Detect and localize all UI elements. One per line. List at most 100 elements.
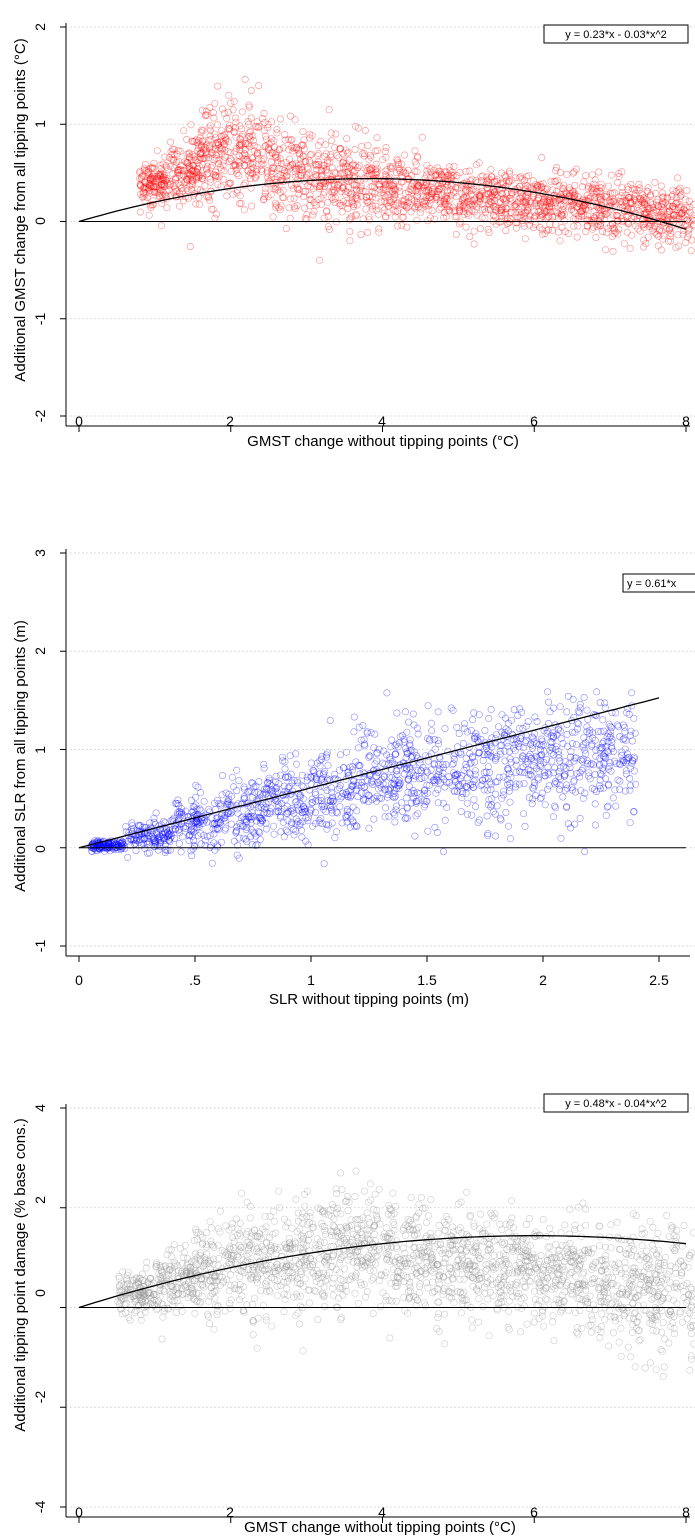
data-point [681, 211, 689, 219]
data-point [338, 793, 346, 801]
data-point [575, 212, 583, 220]
data-point [541, 198, 549, 206]
data-point [332, 130, 340, 138]
data-point [423, 161, 431, 169]
data-point [351, 822, 359, 830]
data-point [369, 1274, 377, 1282]
data-point [443, 205, 451, 213]
data-point [194, 165, 202, 173]
data-point [406, 740, 414, 748]
data-point [345, 183, 353, 191]
data-point [440, 209, 448, 217]
data-point [434, 736, 442, 744]
data-point [185, 162, 193, 170]
data-point [380, 747, 388, 755]
data-point [249, 828, 257, 836]
data-point [367, 779, 375, 787]
data-point [392, 201, 400, 209]
data-point [224, 810, 232, 818]
data-point [436, 754, 444, 762]
data-point [240, 795, 248, 803]
data-point [298, 168, 306, 176]
data-point [215, 173, 223, 181]
data-point [535, 182, 543, 190]
data-point [365, 163, 373, 171]
data-point [358, 142, 366, 150]
data-point [158, 192, 166, 200]
data-point [545, 213, 553, 221]
data-point [499, 195, 507, 203]
data-point [213, 814, 221, 822]
data-point [164, 836, 172, 844]
data-point [349, 168, 357, 176]
data-point [560, 181, 568, 189]
data-point [372, 169, 380, 177]
data-point [242, 140, 250, 148]
data-point [312, 1288, 320, 1296]
data-point [597, 219, 605, 227]
data-point [233, 165, 241, 173]
data-point [350, 173, 358, 181]
data-point [589, 213, 597, 221]
data-point [483, 173, 491, 181]
data-point [189, 167, 197, 175]
data-point [556, 237, 564, 245]
data-point [404, 776, 412, 784]
data-point [688, 216, 695, 224]
data-point [299, 803, 307, 811]
data-point [197, 148, 205, 156]
data-point [689, 201, 695, 209]
data-point [210, 170, 218, 178]
data-point [627, 727, 635, 735]
data-point [265, 774, 273, 782]
data-point [243, 1198, 251, 1206]
data-point [211, 846, 219, 854]
data-point [138, 175, 146, 183]
data-point [476, 194, 484, 202]
x-tick-label: 4 [378, 413, 386, 429]
data-point [470, 227, 478, 235]
data-point [147, 823, 155, 831]
data-point [410, 775, 418, 783]
data-point [217, 815, 225, 823]
data-point [679, 209, 687, 217]
data-point [362, 205, 370, 213]
data-point [587, 219, 595, 227]
data-point [353, 186, 361, 194]
data-point [214, 843, 222, 851]
data-point [616, 785, 624, 793]
data-point [212, 134, 220, 142]
data-point [551, 212, 559, 220]
data-point [337, 1210, 345, 1218]
data-point [427, 168, 435, 176]
data-point [220, 157, 228, 165]
y-axis-title: Additional SLR from all tipping points (… [12, 620, 29, 892]
data-point [157, 169, 165, 177]
data-point [188, 181, 196, 189]
data-point [683, 221, 691, 229]
data-point [153, 829, 161, 837]
data-point [171, 164, 179, 172]
data-point [141, 190, 149, 198]
data-point [392, 767, 400, 775]
data-point [246, 132, 254, 140]
data-point [355, 762, 363, 770]
data-point [314, 1316, 322, 1324]
data-point [206, 175, 214, 183]
data-point [212, 815, 220, 823]
data-point [115, 838, 123, 846]
data-point [325, 106, 333, 114]
data-point [322, 808, 330, 816]
data-point [193, 818, 201, 826]
data-point [271, 143, 279, 151]
data-point [596, 184, 604, 192]
data-point [651, 189, 659, 197]
data-point [299, 193, 307, 201]
data-point [371, 730, 379, 738]
data-point [485, 190, 493, 198]
data-point [240, 181, 248, 189]
data-point [485, 196, 493, 204]
data-point [668, 193, 676, 201]
data-point [224, 148, 232, 156]
data-point [149, 834, 157, 842]
